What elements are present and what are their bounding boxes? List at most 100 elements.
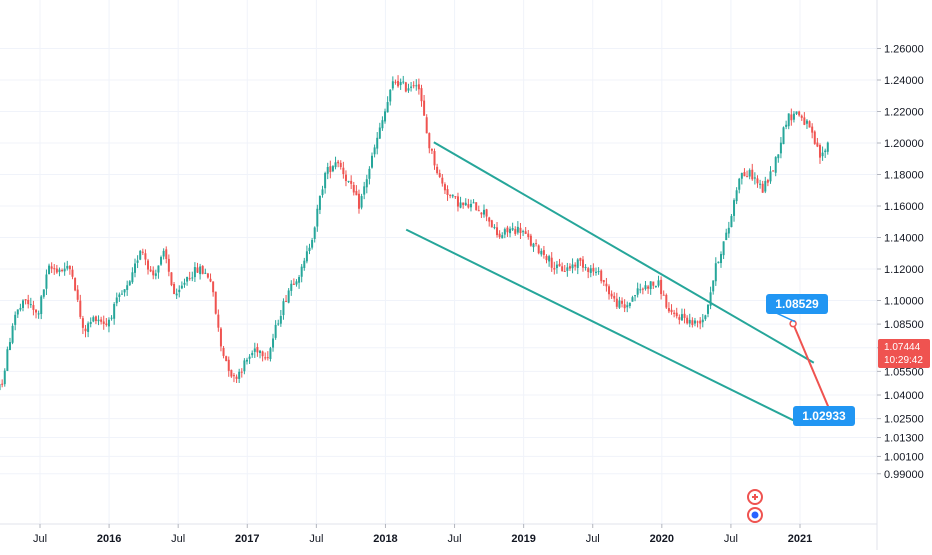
candle-body (357, 193, 360, 209)
candle-body (97, 319, 100, 322)
candle-body (753, 177, 756, 179)
candle-body (581, 259, 584, 268)
candle-body (14, 314, 17, 325)
candle-body (764, 181, 767, 192)
event-icons (747, 489, 763, 523)
candle-body (100, 319, 103, 322)
time-axis[interactable]: Jul 2016 Jul 2017 Jul 2018 Jul 2019 Jul 2020 Jul 20… (33, 524, 812, 545)
price-axis[interactable]: 1.26000 1.24000 1.22000 1.20000 1.18000 1.160… (877, 44, 924, 481)
candle-body (199, 266, 202, 275)
y-tick-label: 1.14000 (884, 233, 924, 245)
candle-body (782, 127, 785, 145)
candle-body (787, 113, 790, 127)
candle-body (621, 300, 624, 304)
candle-body (673, 312, 676, 314)
candle-body (592, 267, 595, 272)
candle-body (805, 120, 808, 124)
candle-body (623, 304, 626, 309)
channel-upper-line[interactable] (433, 141, 815, 364)
y-tick-label: 1.08500 (884, 319, 924, 331)
candle-body (235, 376, 238, 379)
candle-body (428, 133, 431, 149)
candle-body (178, 289, 181, 293)
candle-body (94, 316, 97, 322)
candle-body (29, 304, 32, 306)
candle-body (222, 347, 225, 356)
candle-body (227, 359, 230, 371)
x-tick-label: Jul (724, 533, 738, 545)
candle-body (303, 260, 306, 268)
candle-body (636, 288, 639, 295)
candle-body (813, 131, 816, 144)
candle-body (566, 267, 569, 271)
candle-body (493, 227, 496, 229)
price-callout[interactable]: 1.08529 (766, 294, 828, 323)
y-tick-label: 1.00100 (884, 451, 924, 463)
candle-body (709, 292, 712, 306)
candle-body (740, 173, 743, 179)
candle-body (790, 114, 793, 121)
candle-body (133, 263, 136, 273)
candle-body (532, 243, 535, 248)
candle-body (561, 266, 564, 272)
candle-body (462, 202, 465, 206)
candle-body (626, 305, 629, 308)
projection-line[interactable] (792, 323, 832, 413)
candle-body (11, 325, 14, 343)
candle-body (628, 302, 631, 307)
candle-body (363, 186, 366, 195)
candle-body (402, 81, 405, 83)
candle-body (769, 171, 772, 182)
candle-body (803, 117, 806, 125)
candle-body (649, 281, 652, 290)
candle-body (454, 196, 457, 198)
candle-body (321, 189, 324, 196)
candle-body (19, 307, 22, 310)
candle-body (128, 281, 131, 286)
candle-body (644, 285, 647, 290)
candle-body (425, 117, 428, 134)
candle-body (373, 147, 376, 155)
candle-body (230, 369, 233, 377)
candle-body (6, 349, 9, 371)
candle-body (792, 113, 795, 120)
event-flag-icon-eu-inner (751, 511, 759, 519)
candle-body (657, 280, 660, 286)
candle-body (350, 180, 353, 184)
candle-body (102, 321, 105, 324)
current-price-value: 1.07444 (884, 342, 921, 353)
candle-body (511, 228, 514, 230)
candle-body (412, 85, 415, 87)
candle-body (701, 319, 704, 323)
candle-body (391, 81, 394, 89)
candle-body (540, 250, 543, 255)
candle-body (66, 265, 69, 269)
candle-body (295, 281, 298, 285)
price-callout[interactable]: 1.02933 (793, 406, 855, 426)
channel-lower-line[interactable] (405, 228, 804, 426)
y-tick-label: 1.02500 (884, 414, 924, 426)
candle-body (290, 283, 293, 291)
candle-body (535, 243, 538, 245)
candle-body (550, 257, 553, 268)
candle-body (680, 314, 683, 321)
candle-body (722, 241, 725, 256)
candle-body (824, 150, 827, 153)
candle-body (61, 269, 64, 271)
candle-body (261, 351, 264, 357)
callout-box (793, 406, 855, 426)
candle-body (183, 282, 186, 285)
candle-body (238, 371, 241, 379)
candle-body (785, 124, 788, 127)
candle-body (84, 328, 87, 332)
candle-body (503, 229, 506, 235)
candle-body (253, 348, 256, 352)
candle-body (423, 100, 426, 116)
candle-body (154, 273, 157, 276)
candle-body (394, 81, 397, 83)
candle-body (40, 296, 43, 315)
candle-body (35, 309, 38, 313)
x-tick-label: 2018 (373, 533, 397, 545)
candle-body (326, 167, 329, 174)
